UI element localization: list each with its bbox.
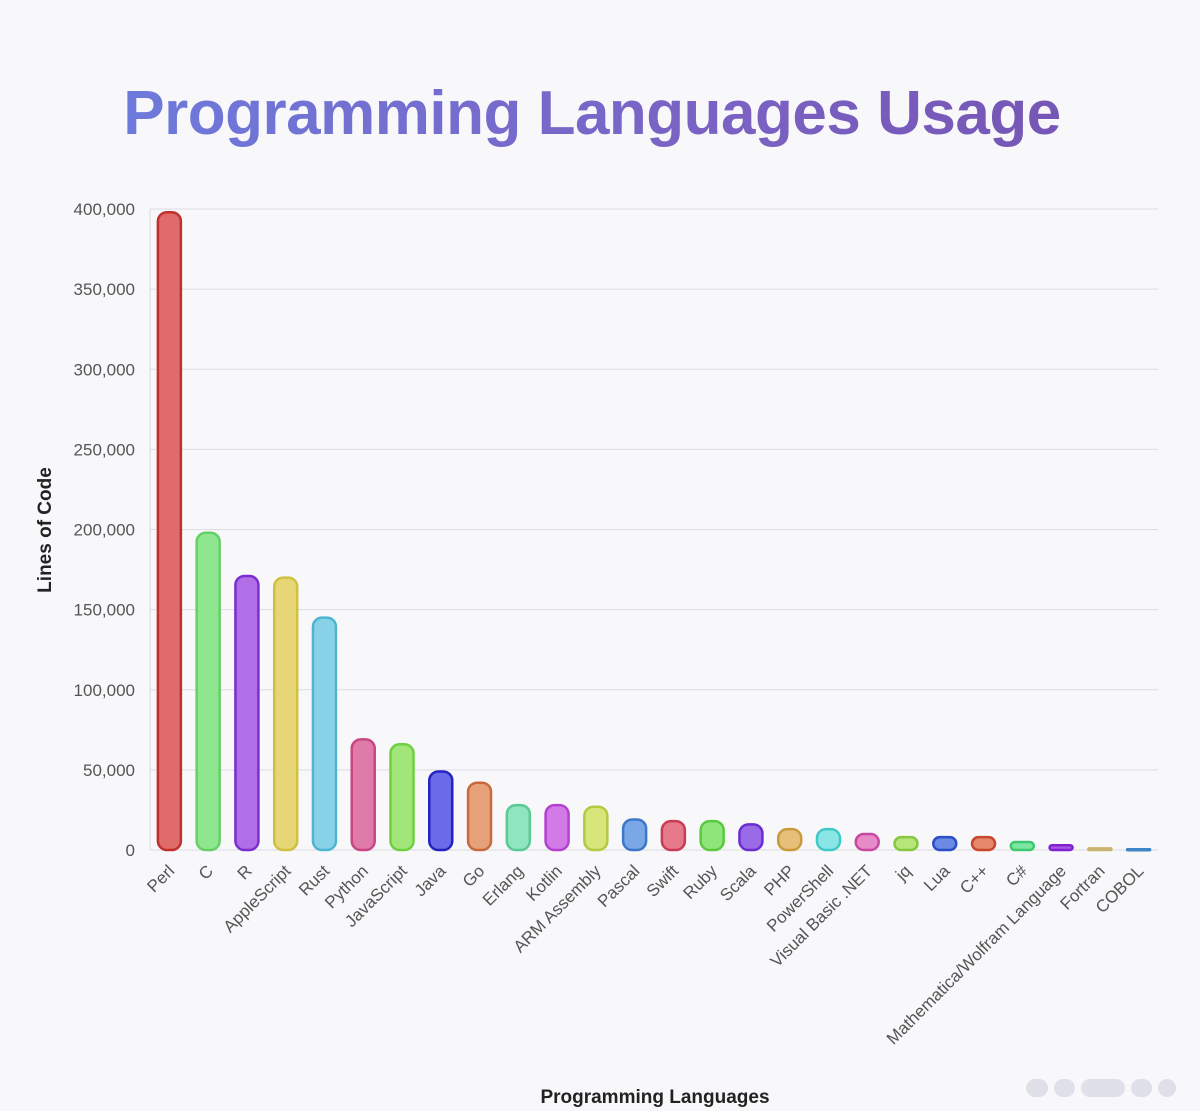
gridlines [149, 208, 1158, 851]
x-tick-label: Go [459, 861, 488, 890]
bar-arm-assembly[interactable] [583, 805, 609, 852]
x-tick-label: Pascal [594, 861, 644, 911]
chart-title: Programming Languages Usage [0, 78, 1184, 150]
x-tick-label: C# [1002, 861, 1031, 890]
bar-c[interactable] [195, 531, 221, 852]
y-tick-label: 150,000 [74, 601, 135, 620]
bar-lua[interactable] [932, 835, 958, 852]
bar-applescript[interactable] [272, 576, 299, 852]
bar-c-[interactable] [970, 835, 997, 852]
x-tick-label: Perl [143, 861, 178, 896]
y-tick-label: 50,000 [83, 761, 135, 780]
y-tick-label: 350,000 [74, 280, 135, 299]
bar-java[interactable] [428, 770, 454, 852]
x-tick-label: Ruby [679, 861, 721, 903]
bar-r[interactable] [234, 574, 260, 852]
bar-pascal[interactable] [621, 818, 648, 852]
bar-scala[interactable] [738, 823, 764, 852]
y-axis-ticks: 0 50,000 100,000 150,000 200,000 250,000 300,0… [74, 200, 135, 860]
bar-mathematica-wolfram-language[interactable] [1048, 843, 1074, 852]
x-tick-label: Erlang [479, 861, 527, 909]
bar-ruby[interactable] [699, 819, 725, 852]
bar-powershell[interactable] [815, 827, 842, 852]
x-tick-label: AppleScript [220, 861, 295, 936]
bar-perl[interactable] [156, 210, 183, 852]
bar-cobol[interactable] [1125, 847, 1152, 852]
bar-php[interactable] [776, 827, 803, 852]
x-tick-label: Scala [716, 861, 760, 905]
bars [156, 210, 1152, 852]
x-tick-label: C [195, 861, 217, 883]
bar-rust[interactable] [311, 616, 338, 852]
x-tick-label: Swift [643, 861, 683, 901]
home-indicator [1026, 1076, 1176, 1100]
y-axis-label: Lines of Code [35, 467, 56, 593]
x-tick-label: C++ [956, 861, 992, 897]
x-tick-label: Java [411, 861, 450, 900]
bar-visual-basic-net[interactable] [854, 832, 880, 852]
y-tick-label: 250,000 [74, 440, 135, 459]
bar-swift[interactable] [660, 819, 687, 852]
bar-go[interactable] [466, 781, 493, 852]
bar-c-[interactable] [1009, 840, 1036, 852]
x-tick-label: jq [891, 861, 915, 885]
y-tick-label: 200,000 [74, 521, 135, 540]
y-tick-label: 400,000 [74, 200, 135, 219]
bar-fortran[interactable] [1087, 847, 1113, 852]
x-tick-label: Lua [920, 861, 954, 895]
y-tick-label: 100,000 [74, 681, 135, 700]
x-axis-label: Programming Languages [540, 1087, 769, 1108]
bar-javascript[interactable] [389, 742, 415, 852]
y-tick-label: 300,000 [74, 360, 135, 379]
y-tick-label: 0 [126, 841, 135, 860]
bar-python[interactable] [350, 738, 376, 852]
x-tick-label: R [234, 861, 256, 883]
bar-kotlin[interactable] [544, 803, 570, 852]
bar-erlang[interactable] [505, 803, 532, 852]
bar-jq[interactable] [893, 835, 919, 852]
